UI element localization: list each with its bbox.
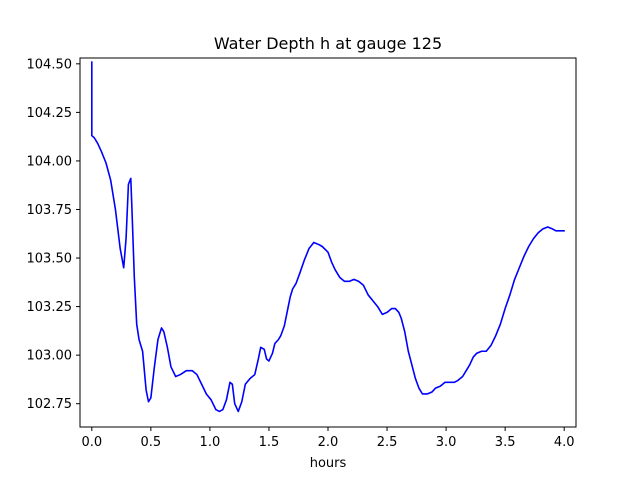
y-tick-label: 104.50 [27, 57, 73, 72]
y-tick-label: 103.50 [27, 252, 73, 267]
y-tick-label: 103.25 [27, 300, 73, 315]
y-tick-label: 103.75 [27, 203, 73, 218]
y-tick-label: 103.00 [27, 349, 73, 364]
x-tick-label: 1.0 [200, 435, 221, 450]
y-tick-label: 104.00 [27, 154, 73, 169]
x-tick-label: 2.5 [377, 435, 398, 450]
x-tick-label: 0.5 [141, 435, 162, 450]
y-axis: 102.75 103.00 103.25 103.50 103.75 104.00 104.… [27, 57, 80, 412]
x-axis-label: hours [310, 456, 347, 471]
series-layer [91, 61, 565, 413]
chart-title: Water Depth h at gauge 125 [214, 34, 442, 53]
x-tick-label: 0.0 [81, 435, 102, 450]
series-line [91, 61, 565, 413]
x-tick-label: 1.5 [259, 435, 280, 450]
x-tick-label: 3.0 [436, 435, 457, 450]
x-axis: 0.0 0.5 1.0 1.5 2.0 2.5 3.0 3.5 4.0 [81, 427, 575, 450]
x-tick-label: 4.0 [554, 435, 575, 450]
x-tick-label: 3.5 [495, 435, 516, 450]
y-tick-label: 102.75 [27, 397, 73, 412]
y-tick-label: 104.25 [27, 106, 73, 121]
x-tick-label: 2.0 [318, 435, 339, 450]
